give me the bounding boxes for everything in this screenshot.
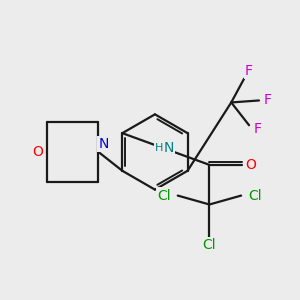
Text: Cl: Cl [157, 189, 171, 202]
Text: F: F [245, 64, 253, 78]
Text: Cl: Cl [202, 238, 216, 252]
Text: H: H [155, 143, 163, 153]
Text: N: N [164, 141, 174, 155]
Text: O: O [33, 145, 44, 159]
Text: O: O [246, 158, 256, 172]
Text: F: F [254, 122, 262, 136]
Text: N: N [98, 137, 109, 151]
Text: F: F [264, 94, 272, 107]
Text: Cl: Cl [248, 189, 262, 202]
